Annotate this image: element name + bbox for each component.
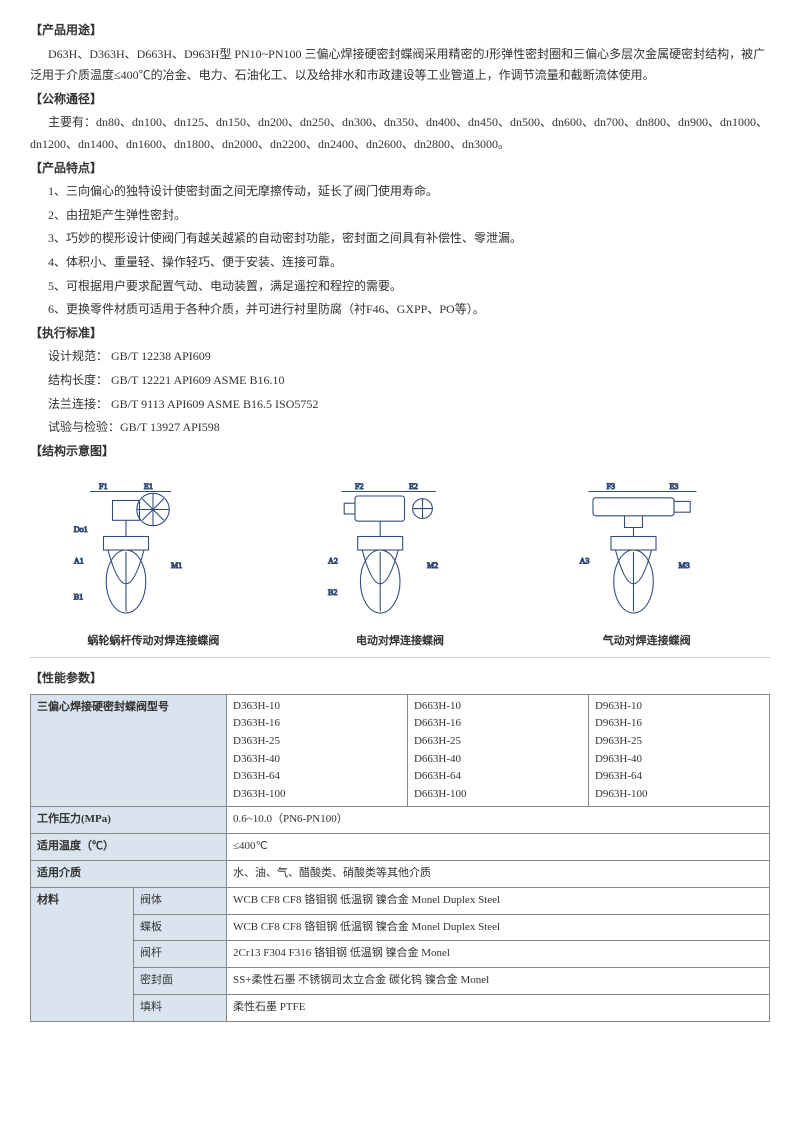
diagram-caption: 蜗轮蜗杆传动对焊连接蝶阀 [87,632,219,652]
medium-value: 水、油、气、醋酸类、硝酸类等其他介质 [227,861,770,888]
medium-label: 适用介质 [31,861,227,888]
table-row: 蝶板 WCB CF8 CF8 铬钼钢 低温钢 镍合金 Monel Duplex … [31,914,770,941]
valve-schematic-icon: F2 E2 B2 A2 M2 [310,475,490,625]
material-label: 材料 [31,887,134,1021]
table-row: 适用介质 水、油、气、醋酸类、硝酸类等其他介质 [31,861,770,888]
features-title: 【产品特点】 [30,158,770,180]
table-row: 适用温度（℃） ≤400℃ [31,834,770,861]
svg-text:M3: M3 [678,561,689,570]
table-row: 阀杆 2Cr13 F304 F316 铬钼钢 低温钢 镍合金 Monel [31,941,770,968]
table-row: 填料 柔性石墨 PTFE [31,995,770,1022]
feature-item: 6、更换零件材质可适用于各种介质，并可进行衬里防腐（衬F46、GXPP、PO等）… [30,299,770,321]
standard-item: 设计规范： GB/T 12238 API609 [30,346,770,368]
svg-text:E2: E2 [409,482,418,491]
usage-text: D63H、D363H、D663H、D963H型 PN10~PN100 三偏心焊接… [30,44,770,87]
diagram-area: F1 E1 Do1 A1 B1 M1 [30,472,770,658]
model-col3: D963H-10 D963H-16 D963H-25 D963H-40 D963… [588,694,769,807]
table-row: 三偏心焊接硬密封蝶阀型号 D363H-10 D363H-16 D363H-25 … [31,694,770,807]
temp-value: ≤400℃ [227,834,770,861]
standards-title: 【执行标准】 [30,323,770,345]
diagram-worm-gear: F1 E1 Do1 A1 B1 M1 [30,472,277,652]
model-col1: D363H-10 D363H-16 D363H-25 D363H-40 D363… [227,694,408,807]
diagram-electric: F2 E2 B2 A2 M2 电动对焊连接蝶阀 [277,472,524,652]
body-label: 阀体 [134,887,227,914]
svg-text:B1: B1 [74,593,83,602]
svg-text:A3: A3 [579,557,589,566]
feature-item: 4、体积小、重量轻、操作轻巧、便于安装、连接可靠。 [30,252,770,274]
pack-label: 填料 [134,995,227,1022]
seal-value: SS+柔性石墨 不锈钢司太立合金 碳化钨 镍合金 Monel [227,968,770,995]
svg-text:M2: M2 [427,561,438,570]
pressure-label: 工作压力(MPa) [31,807,227,834]
standard-item: 试验与检验：GB/T 13927 API598 [30,417,770,439]
stem-value: 2Cr13 F304 F316 铬钼钢 低温钢 镍合金 Monel [227,941,770,968]
disc-label: 蝶板 [134,914,227,941]
pack-value: 柔性石墨 PTFE [227,995,770,1022]
model-col2: D663H-10 D663H-16 D663H-25 D663H-40 D663… [407,694,588,807]
feature-item: 1、三向偏心的独特设计使密封面之间无摩擦传动，延长了阀门使用寿命。 [30,181,770,203]
diagram-title: 【结构示意图】 [30,441,770,463]
body-value: WCB CF8 CF8 铬钼钢 低温钢 镍合金 Monel Duplex Ste… [227,887,770,914]
stem-label: 阀杆 [134,941,227,968]
dn-text: 主要有：dn80、dn100、dn125、dn150、dn200、dn250、d… [30,112,770,155]
svg-text:A1: A1 [74,557,84,566]
usage-title: 【产品用途】 [30,20,770,42]
svg-text:A2: A2 [328,557,338,566]
diagram-caption: 电动对焊连接蝶阀 [356,632,444,652]
table-row: 材料 阀体 WCB CF8 CF8 铬钼钢 低温钢 镍合金 Monel Dupl… [31,887,770,914]
temp-label: 适用温度（℃） [31,834,227,861]
feature-item: 3、巧妙的楔形设计使阀门有越关越紧的自动密封功能，密封面之间具有补偿性、零泄漏。 [30,228,770,250]
diagram-caption: 气动对焊连接蝶阀 [603,632,691,652]
valve-schematic-icon: F3 E3 A3 M3 [557,475,737,625]
svg-text:E1: E1 [144,482,153,491]
table-row: 工作压力(MPa) 0.6~10.0（PN6-PN100） [31,807,770,834]
table-row: 密封面 SS+柔性石墨 不锈钢司太立合金 碳化钨 镍合金 Monel [31,968,770,995]
perf-title: 【性能参数】 [30,668,770,690]
pressure-value: 0.6~10.0（PN6-PN100） [227,807,770,834]
valve-schematic-icon: F1 E1 Do1 A1 B1 M1 [63,475,243,625]
feature-item: 2、由扭矩产生弹性密封。 [30,205,770,227]
standard-item: 结构长度： GB/T 12221 API609 ASME B16.10 [30,370,770,392]
svg-text:Do1: Do1 [74,525,88,534]
disc-value: WCB CF8 CF8 铬钼钢 低温钢 镍合金 Monel Duplex Ste… [227,914,770,941]
svg-text:F3: F3 [606,482,615,491]
svg-text:B2: B2 [328,588,337,597]
feature-item: 5、可根据用户要求配置气动、电动装置，满足遥控和程控的需要。 [30,276,770,298]
dn-title: 【公称通径】 [30,89,770,111]
svg-text:E3: E3 [669,482,678,491]
diagram-pneumatic: F3 E3 A3 M3 气动对焊连接蝶阀 [523,472,770,652]
standard-item: 法兰连接： GB/T 9113 API609 ASME B16.5 ISO575… [30,394,770,416]
svg-text:F2: F2 [355,482,364,491]
svg-text:M1: M1 [171,561,182,570]
svg-text:F1: F1 [99,482,108,491]
model-label: 三偏心焊接硬密封蝶阀型号 [31,694,227,807]
performance-table: 三偏心焊接硬密封蝶阀型号 D363H-10 D363H-16 D363H-25 … [30,694,770,1022]
seal-label: 密封面 [134,968,227,995]
